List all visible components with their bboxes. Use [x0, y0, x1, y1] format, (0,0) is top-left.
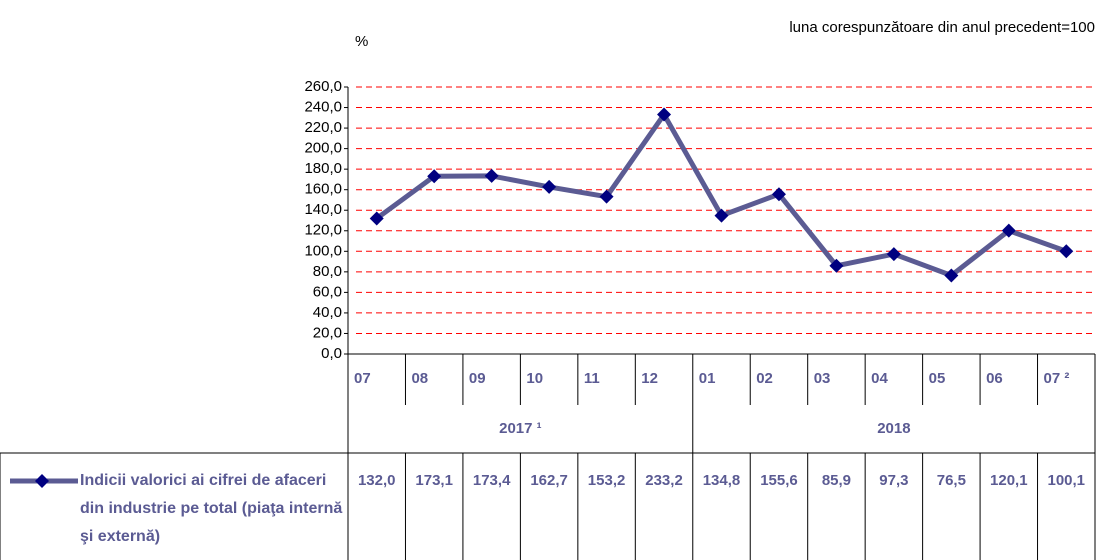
x-tick-label: 10 [526, 370, 543, 387]
x-tick-label: 12 [641, 370, 658, 387]
y-axis-label: % [355, 33, 368, 50]
marker [484, 168, 499, 183]
value-label: 132,0 [358, 472, 396, 489]
marker [1001, 223, 1016, 238]
marker [886, 247, 901, 262]
x-tick-label: 11 [584, 370, 600, 387]
y-tick-label: 260,0 [304, 78, 342, 95]
x-tick-label: 07 [354, 370, 371, 387]
value-label: 155,6 [760, 472, 798, 489]
marker [427, 169, 442, 184]
x-tick-label: 05 [929, 370, 946, 387]
y-tick-label: 20,0 [313, 324, 342, 341]
value-label: 97,3 [879, 472, 908, 489]
y-tick-label: 240,0 [304, 99, 342, 116]
marker [599, 189, 614, 204]
group-label: 2018 [877, 420, 910, 437]
legend-marker [35, 474, 49, 488]
value-label: 233,2 [645, 472, 683, 489]
value-label: 100,1 [1047, 472, 1085, 489]
value-label: 153,2 [588, 472, 626, 489]
note: luna corespunzătoare din anul precedent=… [789, 19, 1095, 36]
marker [369, 211, 384, 226]
legend-label: Indicii valorici ai cifrei de afaceri di… [80, 472, 343, 545]
x-tick-label: 09 [469, 370, 486, 387]
group-label: 2017 ¹ [499, 420, 542, 437]
x-tick-label: 03 [814, 370, 831, 387]
value-label: 134,8 [703, 472, 741, 489]
marker [771, 187, 786, 202]
y-tick-label: 80,0 [313, 263, 342, 280]
y-tick-label: 100,0 [304, 242, 342, 259]
y-tick-label: 220,0 [304, 119, 342, 136]
y-tick-label: 160,0 [304, 181, 342, 198]
x-tick-label: 01 [699, 370, 716, 387]
x-tick-label: 08 [411, 370, 428, 387]
value-label: 85,9 [822, 472, 851, 489]
value-label: 120,1 [990, 472, 1028, 489]
x-tick-label: 04 [871, 370, 888, 387]
y-tick-label: 40,0 [313, 304, 342, 321]
y-tick-label: 200,0 [304, 140, 342, 157]
marker [714, 208, 729, 223]
value-label: 162,7 [530, 472, 568, 489]
y-tick-label: 0,0 [321, 345, 342, 362]
marker [657, 107, 672, 122]
y-tick-label: 140,0 [304, 201, 342, 218]
x-tick-label: 06 [986, 370, 1003, 387]
x-tick-label: 02 [756, 370, 773, 387]
marker [829, 258, 844, 273]
marker [542, 179, 557, 194]
marker [944, 268, 959, 283]
value-label: 76,5 [937, 472, 966, 489]
x-tick-label: 07 ² [1044, 370, 1070, 387]
value-label: 173,1 [415, 472, 453, 489]
value-label: 173,4 [473, 472, 511, 489]
y-tick-label: 180,0 [304, 160, 342, 177]
y-tick-label: 60,0 [313, 283, 342, 300]
marker [1059, 244, 1074, 259]
y-tick-label: 120,0 [304, 222, 342, 239]
